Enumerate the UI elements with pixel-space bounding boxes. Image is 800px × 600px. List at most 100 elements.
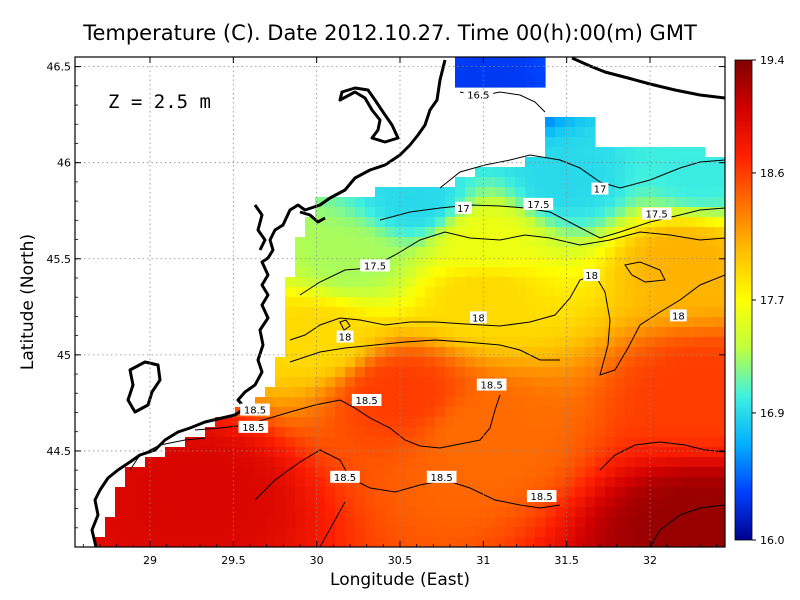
heat-cell <box>405 457 416 468</box>
heat-cell <box>695 407 706 418</box>
heat-cell <box>645 517 656 528</box>
heat-cell <box>155 497 166 508</box>
heat-cell <box>175 497 186 508</box>
heat-cell <box>125 517 136 528</box>
heat-cell <box>425 527 436 538</box>
heat-cell <box>565 297 576 308</box>
heat-cell <box>705 197 716 208</box>
heat-cell <box>485 447 496 458</box>
heat-cell <box>445 367 456 378</box>
heat-cell <box>705 467 716 478</box>
heat-cell <box>465 267 476 278</box>
heat-cell <box>445 277 456 288</box>
heat-cell <box>325 277 336 288</box>
heat-cell <box>695 487 706 498</box>
heat-cell <box>635 377 646 388</box>
heat-cell <box>365 467 376 478</box>
heat-cell <box>675 387 686 398</box>
heat-cell <box>615 507 626 518</box>
heat-cell <box>515 477 526 488</box>
heat-cell <box>445 487 456 498</box>
heat-cell <box>655 167 666 178</box>
heat-cell <box>575 437 586 448</box>
heat-cell <box>325 487 336 498</box>
heat-cell <box>575 267 586 278</box>
heat-cell <box>685 167 696 178</box>
heat-cell <box>555 377 566 388</box>
heat-cell <box>715 477 725 488</box>
heat-cell <box>395 427 406 438</box>
heat-cell <box>415 387 426 398</box>
heat-cell <box>355 347 366 358</box>
heat-cell <box>315 467 326 478</box>
heat-cell <box>545 497 556 508</box>
heat-cell <box>505 287 516 298</box>
heat-cell <box>385 317 396 328</box>
heat-cell <box>585 307 596 318</box>
heat-cell <box>535 267 546 278</box>
heat-cell <box>655 517 666 528</box>
heat-cell <box>285 347 296 358</box>
heat-cell <box>385 507 396 518</box>
heat-cell <box>455 297 466 308</box>
heat-cell <box>565 537 576 547</box>
heat-cell <box>315 337 326 348</box>
heat-cell <box>275 457 286 468</box>
heat-cell <box>205 517 216 528</box>
heat-cell <box>405 227 416 238</box>
lagoon-west <box>253 204 267 251</box>
heat-cell <box>515 367 526 378</box>
heat-cell <box>675 287 686 298</box>
heat-cell <box>575 297 586 308</box>
heat-cell <box>465 497 476 508</box>
heat-cell <box>255 447 266 458</box>
heat-cell <box>265 387 276 398</box>
heat-cell <box>685 277 696 288</box>
heat-cell <box>275 477 286 488</box>
heat-cell <box>585 297 596 308</box>
heat-cell <box>215 497 226 508</box>
heat-cell <box>415 377 426 388</box>
heat-cell <box>545 477 556 488</box>
heat-cell <box>245 527 256 538</box>
heat-cell <box>605 247 616 258</box>
heat-cell <box>495 397 506 408</box>
heat-cell <box>355 327 366 338</box>
heat-cell <box>645 527 656 538</box>
heat-cell <box>565 487 576 498</box>
heat-cell <box>235 437 246 448</box>
heat-cell <box>605 377 616 388</box>
heat-cell <box>715 457 725 468</box>
heat-cell <box>315 477 326 488</box>
heat-cell <box>685 267 696 278</box>
heat-cell <box>405 467 416 478</box>
heat-cell <box>185 527 196 538</box>
heat-cell <box>545 177 556 188</box>
heat-cell <box>415 247 426 258</box>
heat-cell <box>485 187 496 198</box>
heat-cell <box>455 347 466 358</box>
heat-cell <box>515 57 526 68</box>
heat-cell <box>515 177 526 188</box>
heat-cell <box>595 207 606 218</box>
heat-cell <box>175 507 186 518</box>
heat-cell <box>425 447 436 458</box>
heat-cell <box>435 337 446 348</box>
heat-cell <box>265 437 276 448</box>
heat-cell <box>495 387 506 398</box>
heat-cell <box>545 247 556 258</box>
heat-cell <box>625 407 636 418</box>
heat-cell <box>595 277 606 288</box>
heat-cell <box>665 477 676 488</box>
heat-cell <box>545 527 556 538</box>
heat-cell <box>495 167 506 178</box>
heat-cell <box>705 427 716 438</box>
heat-cell <box>375 307 386 318</box>
heat-cell <box>705 417 716 428</box>
heat-cell <box>675 477 686 488</box>
heat-cell <box>465 67 476 78</box>
heat-cell <box>485 257 496 268</box>
heat-cell <box>195 517 206 528</box>
heat-cell <box>365 487 376 498</box>
heat-cell <box>355 407 366 418</box>
